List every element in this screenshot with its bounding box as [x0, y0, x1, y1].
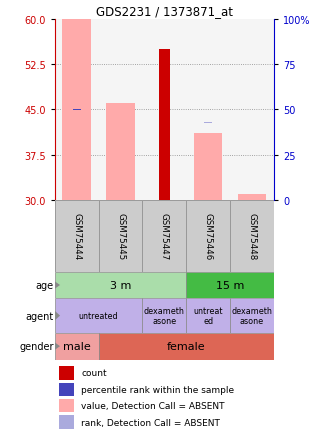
Text: GSM75446: GSM75446 [204, 213, 213, 260]
Bar [238, 194, 266, 201]
Title: GDS2231 / 1373871_at: GDS2231 / 1373871_at [96, 5, 233, 18]
Bar [186, 272, 274, 299]
Bar [55, 333, 99, 360]
Text: dexameth
asone: dexameth asone [232, 306, 272, 326]
Bar [230, 201, 274, 272]
Text: 15 m: 15 m [216, 280, 244, 290]
Bar [99, 201, 142, 272]
Bar [59, 415, 74, 429]
Bar [59, 383, 74, 396]
Bar [55, 272, 186, 299]
Text: female: female [167, 342, 206, 352]
Bar [186, 299, 230, 333]
Bar [194, 134, 222, 201]
Text: age: age [36, 280, 54, 290]
Bar [142, 299, 186, 333]
Text: untreat
ed: untreat ed [193, 306, 223, 326]
Bar [59, 366, 74, 380]
Text: count: count [81, 368, 107, 378]
Polygon shape [54, 342, 60, 350]
Polygon shape [54, 311, 60, 321]
Bar [106, 104, 135, 201]
Text: GSM75448: GSM75448 [248, 213, 256, 260]
Polygon shape [54, 281, 60, 289]
Text: untreated: untreated [79, 311, 118, 320]
Bar [55, 299, 142, 333]
Text: rank, Detection Call = ABSENT: rank, Detection Call = ABSENT [81, 418, 220, 427]
Text: value, Detection Call = ABSENT: value, Detection Call = ABSENT [81, 401, 224, 410]
Bar [62, 20, 91, 201]
Bar [186, 201, 230, 272]
Bar [99, 333, 274, 360]
Text: 3 m: 3 m [110, 280, 131, 290]
Bar [142, 201, 186, 272]
Bar [230, 299, 274, 333]
Text: percentile rank within the sample: percentile rank within the sample [81, 385, 234, 394]
Text: male: male [63, 342, 90, 352]
Text: GSM75444: GSM75444 [72, 213, 81, 260]
Bar [55, 201, 99, 272]
Text: GSM75445: GSM75445 [116, 213, 125, 260]
Text: gender: gender [19, 342, 54, 352]
Text: dexameth
asone: dexameth asone [144, 306, 185, 326]
Bar [59, 399, 74, 412]
Bar [159, 50, 170, 201]
Text: agent: agent [26, 311, 54, 321]
Text: GSM75447: GSM75447 [160, 213, 169, 260]
